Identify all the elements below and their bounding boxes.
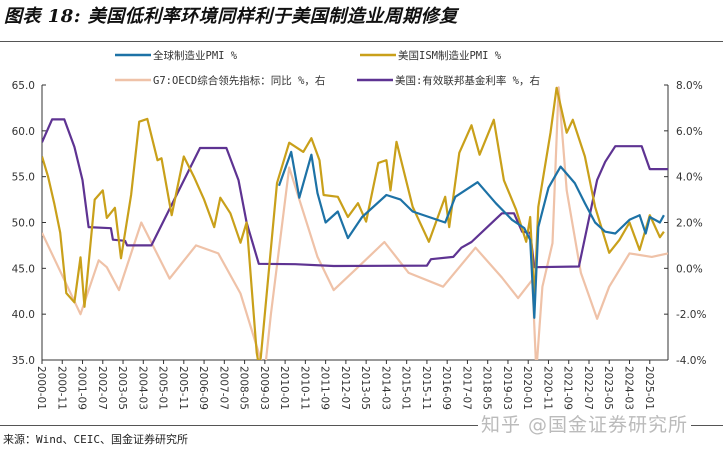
- source-note: 来源：Wind、CEIC、国金证券研究所: [3, 433, 188, 446]
- right-tick-label: 4.0%: [676, 172, 703, 184]
- legend-label-3: 美国:有效联邦基金利率 %，右: [395, 74, 540, 87]
- left-tick-label: 55.0: [12, 172, 35, 184]
- x-tick-label: 2018-05: [481, 366, 493, 410]
- x-tick-label: 2003-05: [116, 366, 128, 410]
- chart: 65.0 60.0 55.0 50.0 45.0 40.0 35.0 8.0% 6.0% 4.0%…: [12, 49, 707, 410]
- legend-label-1: 美国ISM制造业PMI %: [398, 49, 502, 62]
- top-divider: [0, 41, 723, 42]
- bottom-divider: [0, 425, 723, 426]
- right-tick-label: 8.0%: [676, 80, 703, 92]
- series-line-0: [277, 150, 665, 319]
- x-tick-label: 2012-07: [339, 366, 351, 410]
- x-tick-label: 2001-09: [76, 366, 88, 410]
- x-tick-label: 2015-01: [400, 366, 412, 410]
- right-tick-label: -4.0%: [676, 355, 706, 367]
- x-tick-label: 2020-01: [521, 366, 533, 410]
- x-tick-label: 2014-03: [379, 366, 391, 410]
- x-tick-label: 2008-05: [238, 366, 250, 410]
- x-tick-label: 2013-05: [359, 366, 371, 410]
- watermark: 知乎 @国金证券研究所: [478, 410, 692, 437]
- legend-label-0: 全球制造业PMI %: [153, 49, 238, 62]
- x-tick-label: 2017-07: [460, 366, 472, 410]
- x-tick-label: 2010-01: [278, 366, 290, 410]
- x-tick-label: 2000-11: [55, 366, 67, 410]
- series-line-3: [42, 118, 668, 269]
- left-tick-label: 65.0: [12, 80, 35, 92]
- x-tick-label: 2000-01: [35, 366, 47, 410]
- x-tick-label: 2024-03: [623, 366, 635, 410]
- x-tick-label: 2004-03: [136, 366, 148, 410]
- left-tick-label: 50.0: [12, 218, 35, 230]
- legend-label-2: G7:OECD综合领先指标：同比 %，右: [153, 74, 325, 87]
- x-tick-label: 2009-03: [258, 366, 270, 410]
- chart-title: 图表 18: 美国低利率环境同样利于美国制造业周期修复: [4, 6, 458, 27]
- x-tick-label: 2020-11: [541, 366, 553, 410]
- left-tick-label: 40.0: [12, 309, 35, 321]
- x-tick-label: 2025-01: [643, 366, 655, 410]
- x-tick-label: 2021-09: [562, 366, 574, 410]
- right-tick-label: 2.0%: [676, 218, 703, 230]
- x-tick-label: 2002-07: [96, 366, 108, 410]
- x-tick-label: 2010-11: [298, 366, 310, 410]
- x-tick-label: 2005-11: [177, 366, 189, 410]
- x-tick-label: 2022-07: [582, 366, 594, 410]
- right-tick-label: 6.0%: [676, 126, 703, 138]
- x-tick-label: 2011-09: [319, 366, 331, 410]
- x-tick-label: 2016-09: [440, 366, 452, 410]
- x-tick-label: 2006-09: [197, 366, 209, 410]
- x-tick-label: 2015-11: [420, 366, 432, 410]
- series-line-2: [42, 86, 668, 360]
- x-tick-label: 2019-03: [501, 366, 513, 410]
- right-tick-label: -2.0%: [676, 309, 706, 321]
- right-tick-label: 0.0%: [676, 263, 703, 275]
- x-tick-label: 2023-05: [602, 366, 614, 410]
- x-tick-label: 2005-01: [157, 366, 169, 410]
- left-tick-label: 45.0: [12, 263, 35, 275]
- left-tick-label: 35.0: [12, 355, 35, 367]
- x-tick-label: 2007-07: [217, 366, 229, 410]
- series-line-1: [42, 86, 665, 360]
- left-tick-label: 60.0: [12, 126, 35, 138]
